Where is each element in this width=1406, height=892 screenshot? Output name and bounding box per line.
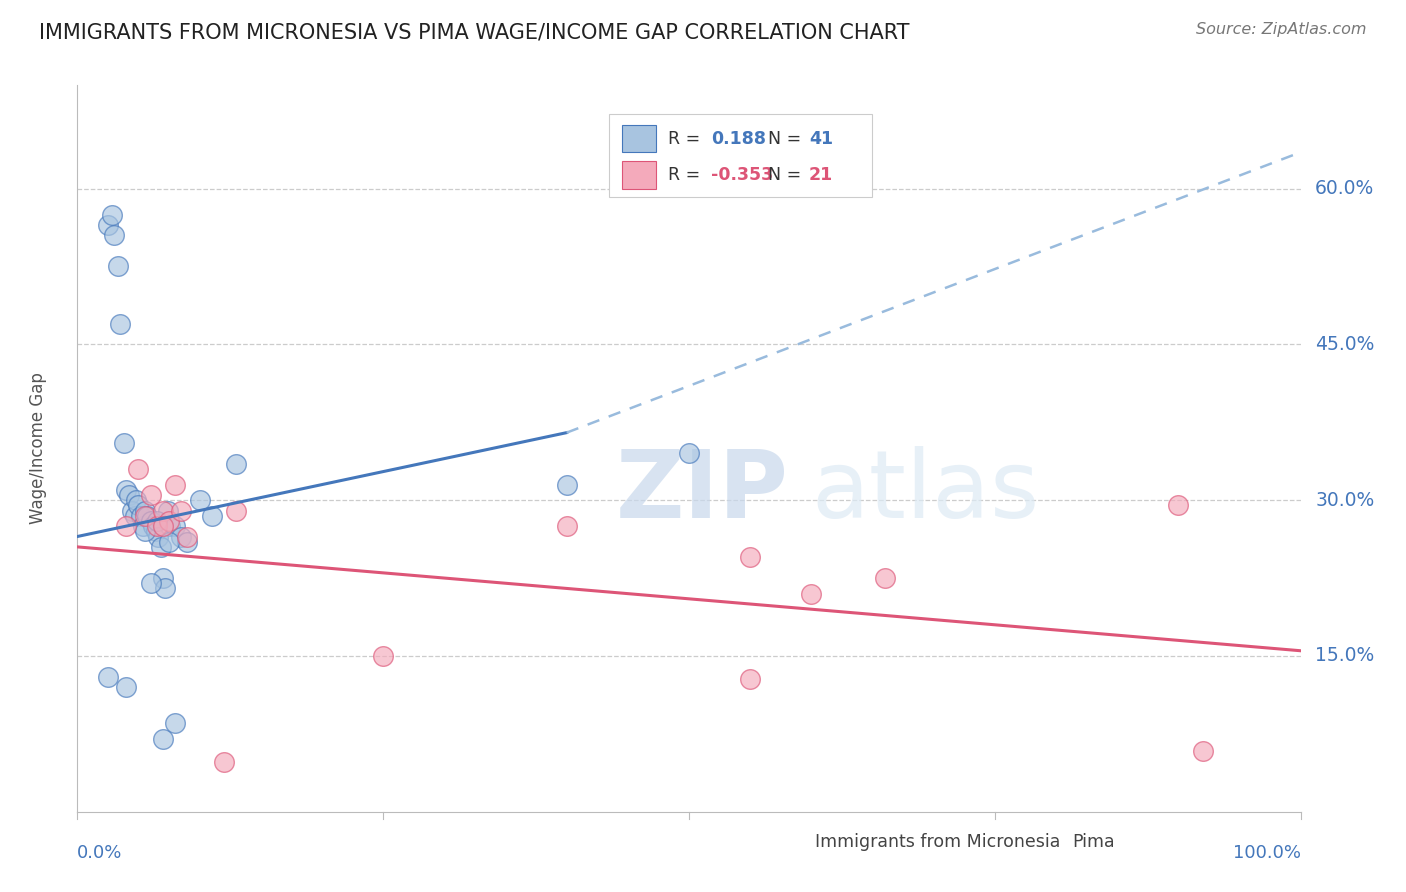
Point xyxy=(139,488,162,502)
Text: 41: 41 xyxy=(808,129,832,147)
Point xyxy=(157,514,180,528)
Point xyxy=(159,519,181,533)
Point xyxy=(134,524,156,539)
Point xyxy=(157,534,180,549)
Point xyxy=(108,317,131,331)
Point xyxy=(170,529,193,543)
Point xyxy=(156,503,179,517)
Point xyxy=(1191,744,1213,758)
Point xyxy=(112,436,135,450)
Text: Immigrants from Micronesia: Immigrants from Micronesia xyxy=(815,832,1060,851)
Text: R =: R = xyxy=(668,129,706,147)
Point xyxy=(165,477,187,491)
Point xyxy=(188,493,211,508)
Bar xyxy=(1038,830,1064,853)
Text: IMMIGRANTS FROM MICRONESIA VS PIMA WAGE/INCOME GAP CORRELATION CHART: IMMIGRANTS FROM MICRONESIA VS PIMA WAGE/… xyxy=(39,22,910,42)
Point xyxy=(142,519,165,533)
Point xyxy=(115,519,138,533)
Text: 15.0%: 15.0% xyxy=(1315,647,1375,665)
Point xyxy=(152,519,174,533)
Point xyxy=(127,462,149,476)
Point xyxy=(155,582,177,596)
Point xyxy=(146,519,169,533)
Point xyxy=(165,519,187,533)
Point xyxy=(118,488,141,502)
Point xyxy=(555,519,578,533)
Text: N =: N = xyxy=(769,166,807,184)
Point xyxy=(121,503,143,517)
Text: -0.353: -0.353 xyxy=(711,166,773,184)
Point xyxy=(115,483,138,497)
Point xyxy=(152,503,174,517)
Point xyxy=(146,529,169,543)
Text: Source: ZipAtlas.com: Source: ZipAtlas.com xyxy=(1197,22,1367,37)
Point xyxy=(170,503,193,517)
Bar xyxy=(621,161,657,189)
Point xyxy=(678,446,700,460)
Point xyxy=(139,514,162,528)
Point xyxy=(149,540,172,554)
Point xyxy=(152,571,174,585)
Text: Pima: Pima xyxy=(1071,832,1115,851)
Bar xyxy=(609,114,872,197)
Text: 21: 21 xyxy=(808,166,834,184)
Text: Wage/Income Gap: Wage/Income Gap xyxy=(30,372,48,524)
Point xyxy=(134,503,156,517)
Point xyxy=(103,228,125,243)
Point xyxy=(212,755,235,769)
Point xyxy=(740,672,762,686)
Point xyxy=(127,499,149,513)
Point xyxy=(139,576,162,591)
Point xyxy=(873,571,896,585)
Text: 30.0%: 30.0% xyxy=(1315,491,1375,509)
Point xyxy=(225,503,247,517)
Point xyxy=(134,508,156,523)
Point xyxy=(115,680,138,694)
Text: 60.0%: 60.0% xyxy=(1315,179,1375,198)
Text: N =: N = xyxy=(769,129,807,147)
Point xyxy=(132,519,155,533)
Point xyxy=(176,529,198,543)
Point xyxy=(136,508,159,523)
Text: 0.0%: 0.0% xyxy=(77,845,122,863)
Point xyxy=(146,514,169,528)
Text: 0.188: 0.188 xyxy=(711,129,766,147)
Bar xyxy=(780,830,807,853)
Point xyxy=(165,716,187,731)
Text: 100.0%: 100.0% xyxy=(1233,845,1301,863)
Point xyxy=(124,508,146,523)
Bar xyxy=(621,125,657,153)
Point xyxy=(125,493,148,508)
Point xyxy=(225,457,247,471)
Point xyxy=(555,477,578,491)
Point xyxy=(97,218,120,232)
Point xyxy=(129,508,152,523)
Point xyxy=(97,670,120,684)
Point xyxy=(107,260,129,274)
Text: ZIP: ZIP xyxy=(616,446,789,538)
Text: R =: R = xyxy=(668,166,706,184)
Point xyxy=(371,648,394,663)
Point xyxy=(176,534,198,549)
Point xyxy=(201,508,224,523)
Text: 45.0%: 45.0% xyxy=(1315,334,1375,354)
Point xyxy=(100,208,122,222)
Point xyxy=(152,731,174,746)
Point xyxy=(145,524,167,539)
Point xyxy=(740,550,762,565)
Point xyxy=(800,587,823,601)
Text: atlas: atlas xyxy=(811,446,1039,538)
Point xyxy=(1167,499,1189,513)
